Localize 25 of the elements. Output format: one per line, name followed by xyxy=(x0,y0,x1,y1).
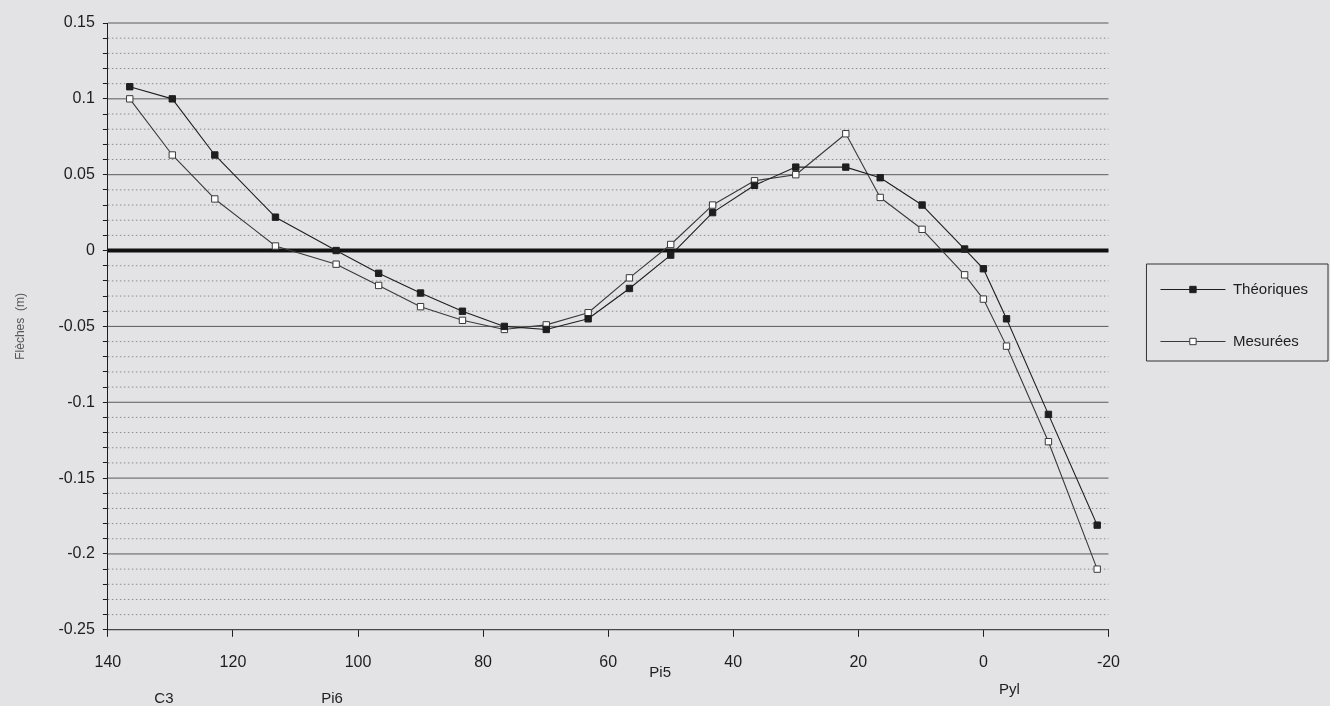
x-tick-label: 40 xyxy=(724,652,743,670)
x-tick-label: 100 xyxy=(344,652,372,670)
text: Pi6 xyxy=(321,688,343,706)
y-tick-label: 0.15 xyxy=(63,13,95,31)
x-tick-label: 140 xyxy=(94,652,122,670)
legend-label: Mesurées xyxy=(1232,331,1299,349)
text: C3 xyxy=(154,688,174,706)
text: Pi5 xyxy=(649,662,672,680)
y-tick-label: 0.05 xyxy=(63,165,95,183)
y-tick-label: -0.25 xyxy=(58,620,95,638)
x-tick-label: 80 xyxy=(474,652,493,670)
x-tick-label: 0 xyxy=(978,652,988,670)
y-tick-label: -0.05 xyxy=(58,316,95,334)
y-tick-label: -0.15 xyxy=(58,468,95,486)
y-tick-label: 0 xyxy=(85,240,95,258)
x-tick-label: 60 xyxy=(599,652,618,670)
y-tick-label: -0.2 xyxy=(67,544,95,562)
y-axis-title: Flèches (m) xyxy=(12,293,27,360)
y-tick-label: -0.1 xyxy=(67,392,95,410)
x-tick-label: -20 xyxy=(1096,652,1121,670)
text: Pyl xyxy=(998,679,1020,697)
y-tick-label: 0.1 xyxy=(72,89,95,107)
legend-label: Théoriques xyxy=(1232,279,1308,297)
x-tick-label: 120 xyxy=(219,652,247,670)
x-tick-label: 20 xyxy=(849,652,868,670)
